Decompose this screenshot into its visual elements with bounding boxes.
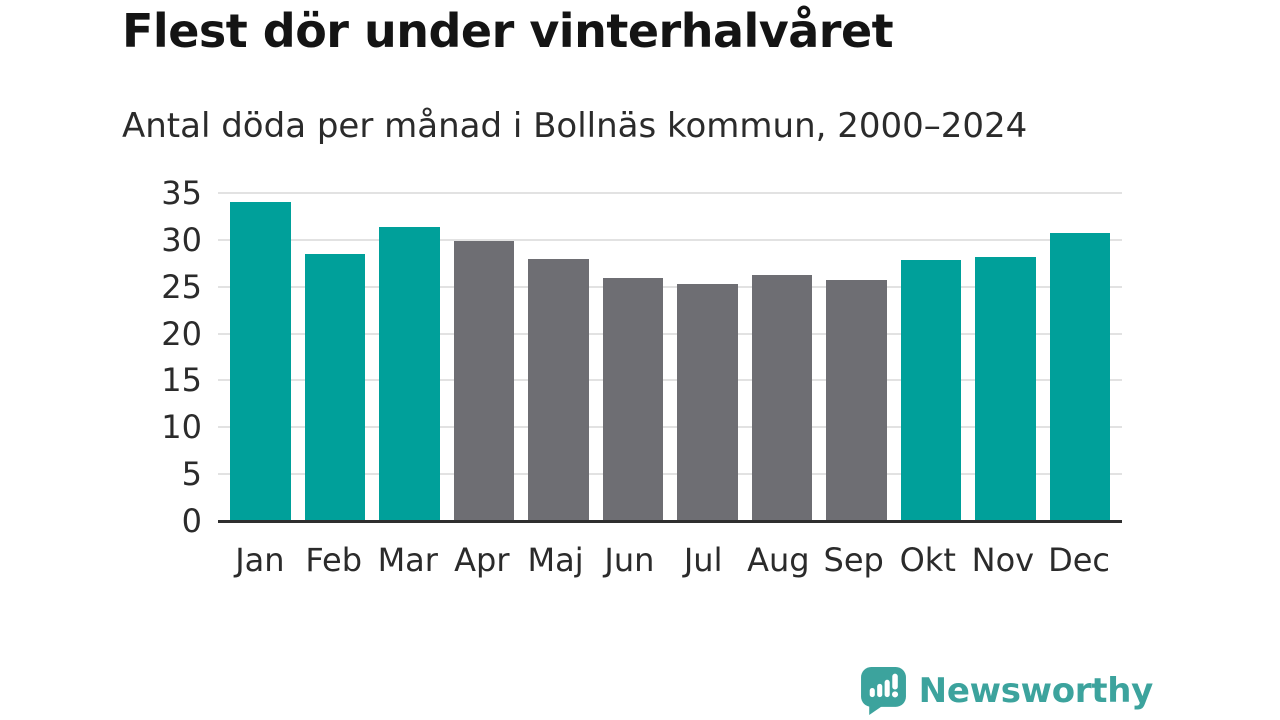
- x-axis: Jan Feb Mar Apr Maj Jun Jul Aug Sep Okt Nov Dec: [150, 541, 1122, 579]
- x-tick-label-maj: Maj: [527, 541, 584, 579]
- gridline-30: [218, 238, 1122, 241]
- gridline-10: [218, 426, 1122, 429]
- bar-dec: [1049, 233, 1110, 521]
- gridline-25: [218, 285, 1122, 288]
- gridline-5: [218, 473, 1122, 476]
- gridline-20: [218, 332, 1122, 335]
- bar-feb: [304, 253, 365, 521]
- x-tick-label-jul: Jul: [683, 541, 723, 579]
- x-axis-line: [218, 520, 1122, 523]
- bar-jul: [677, 283, 738, 521]
- bar-jun: [602, 278, 663, 521]
- y-tick-label-35: 35: [161, 174, 202, 212]
- chart-title: Flest dör under vinterhalvåret: [122, 4, 894, 58]
- x-tick-label-sep: Sep: [823, 541, 884, 579]
- bar-chart: 0 5 10 15 20 25 30 35 Jan Feb Mar Apr Maj Jun Jul Aug S…: [150, 177, 1122, 579]
- x-labels: Jan Feb Mar Apr Maj Jun Jul Aug Sep Okt Nov Dec: [218, 541, 1122, 579]
- y-tick-label-15: 15: [161, 361, 202, 400]
- newsworthy-logo-icon: [859, 666, 908, 715]
- x-tick-label-jan: Jan: [235, 541, 285, 579]
- bar-okt: [900, 260, 961, 521]
- chart-subtitle: Antal döda per månad i Bollnäs kommun, 2…: [122, 106, 1028, 146]
- brand-footer-link[interactable]: Newsworthy: [859, 666, 1153, 715]
- y-tick-label-5: 5: [181, 455, 202, 494]
- bar-maj: [528, 258, 589, 521]
- bar-aug: [751, 275, 812, 521]
- y-tick-label-25: 25: [161, 267, 202, 306]
- gridline-35: [218, 192, 1122, 194]
- bar-apr: [453, 240, 514, 521]
- bar-mar: [379, 226, 440, 521]
- gridline-15: [218, 379, 1122, 382]
- brand-name: Newsworthy: [918, 670, 1154, 711]
- x-tick-label-aug: Aug: [747, 541, 810, 579]
- y-axis: 0 5 10 15 20 25 30 35: [150, 177, 202, 537]
- y-tick-label-30: 30: [161, 220, 202, 259]
- x-tick-label-jun: Jun: [604, 541, 655, 579]
- bar-sep: [826, 280, 887, 521]
- y-tick-label-20: 20: [161, 314, 202, 353]
- bar-jan: [230, 202, 291, 521]
- plot-area: [218, 192, 1122, 523]
- x-tick-label-nov: Nov: [971, 541, 1035, 579]
- bars: [218, 193, 1122, 521]
- x-tick-label-dec: Dec: [1048, 541, 1111, 579]
- x-tick-label-mar: Mar: [377, 541, 438, 579]
- y-tick-label-0: 0: [181, 502, 202, 540]
- y-tick-label-10: 10: [161, 408, 202, 447]
- x-tick-label-apr: Apr: [454, 541, 510, 579]
- bar-nov: [975, 256, 1036, 521]
- x-tick-label-feb: Feb: [305, 541, 362, 579]
- y-axis-spacer: [150, 541, 218, 579]
- x-tick-label-okt: Okt: [899, 541, 956, 579]
